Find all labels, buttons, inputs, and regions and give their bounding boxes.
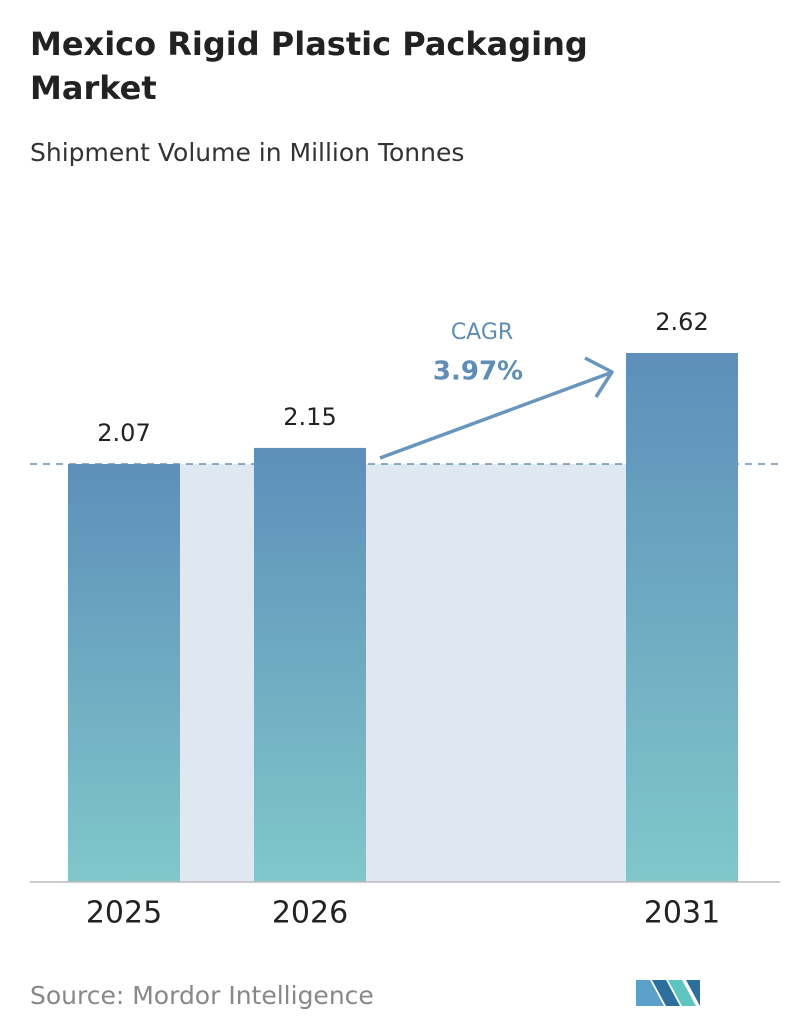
plot: 2.07 2025 2.15 2026 2.62 2031 CAGR 3.97%: [30, 308, 780, 931]
cagr-arrow: [379, 371, 611, 460]
bar: [254, 447, 366, 882]
value-label: 2.62: [655, 308, 708, 336]
bar: [68, 464, 180, 882]
cagr-value: 3.97%: [433, 357, 523, 387]
value-label: 2.15: [283, 403, 336, 431]
title-box: Mexico Rigid Plastic Packaging Market: [30, 25, 588, 107]
x-tick-label: 2025: [86, 896, 162, 931]
bar: [626, 353, 738, 882]
logo: [636, 980, 700, 1006]
chart-title: Mexico Rigid Plastic Packaging Market: [30, 25, 588, 107]
x-tick-label: 2031: [644, 896, 720, 931]
cagr-arrowhead: [584, 356, 614, 398]
chart-subtitle: Shipment Volume in Million Tonnes: [30, 138, 464, 167]
source: Source: Mordor Intelligence: [30, 981, 374, 1010]
value-label: 2.07: [97, 419, 150, 447]
x-tick-label: 2026: [272, 896, 348, 931]
cagr-label: CAGR: [451, 320, 513, 345]
